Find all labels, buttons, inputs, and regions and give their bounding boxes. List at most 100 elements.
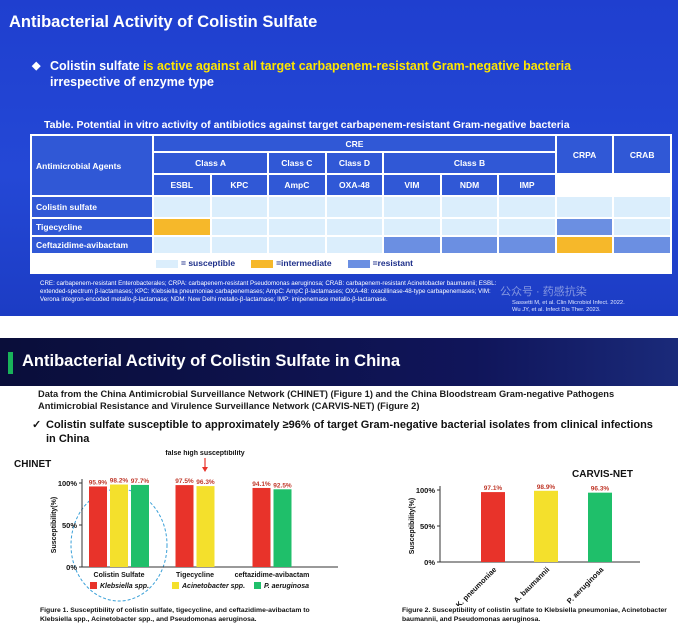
value-label: 96.3% bbox=[591, 486, 610, 493]
legend-swatch bbox=[172, 582, 179, 589]
row-header: Tigecycline bbox=[30, 217, 154, 237]
bar bbox=[252, 487, 271, 567]
bar bbox=[175, 485, 194, 567]
status-cell bbox=[439, 195, 500, 219]
bar bbox=[196, 486, 215, 567]
slide-title: Antibacterial Activity of Colistin Sulfa… bbox=[22, 352, 401, 370]
row-header: Ceftazidime-avibactam bbox=[30, 235, 154, 255]
header-cell: ESBL bbox=[152, 173, 212, 197]
status-cell bbox=[497, 235, 557, 255]
status-cell bbox=[612, 235, 672, 255]
header-cell: NDM bbox=[439, 173, 500, 197]
status-cell bbox=[324, 235, 385, 255]
header-cell: CRPA bbox=[554, 134, 615, 175]
status-cell bbox=[267, 217, 327, 237]
check-point: Colistin sulfate susceptible to approxim… bbox=[32, 418, 656, 446]
y-tick-label: 50% bbox=[420, 522, 435, 531]
bar bbox=[534, 490, 558, 562]
bar bbox=[110, 484, 128, 567]
y-tick-label: 100% bbox=[416, 486, 436, 495]
value-label: 94.1% bbox=[252, 481, 271, 488]
status-cell bbox=[382, 235, 442, 255]
header-cell: KPC bbox=[209, 173, 270, 197]
legend-label: P. aeruginosa bbox=[264, 583, 309, 590]
legend-label: = susceptible bbox=[181, 258, 236, 268]
status-cell bbox=[382, 195, 442, 219]
x-tick-label: K. pneumoniae bbox=[454, 565, 498, 606]
legend-swatch bbox=[90, 582, 97, 589]
value-label: 98.2% bbox=[110, 478, 129, 485]
bar bbox=[131, 484, 149, 567]
legend-swatch bbox=[254, 582, 261, 589]
legend-item: =resistant bbox=[347, 258, 413, 268]
status-cell bbox=[612, 195, 672, 219]
bar bbox=[89, 486, 107, 567]
x-tick-label: Colistin Sulfate bbox=[94, 572, 145, 579]
legend-swatch bbox=[347, 259, 370, 268]
bullet-part: is active against all target carbapenem-… bbox=[143, 59, 572, 73]
header-cell: Class B bbox=[382, 151, 557, 175]
title-stripe bbox=[8, 352, 13, 374]
status-cell bbox=[382, 217, 442, 237]
bullet-part: Colistin sulfate bbox=[50, 59, 140, 73]
status-cell bbox=[324, 217, 385, 237]
status-cell bbox=[267, 235, 327, 255]
status-cell bbox=[497, 195, 557, 219]
reference: Wu JY, et al. Infect Dis Ther. 2023. bbox=[512, 307, 601, 313]
value-label: 97.5% bbox=[175, 478, 194, 485]
legend-label: Acinetobacter spp. bbox=[181, 583, 245, 590]
table-row: Ceftazidime-avibactam bbox=[30, 235, 672, 255]
legend-item: =intermediate bbox=[251, 258, 332, 268]
header-cell: AmpC bbox=[267, 173, 327, 197]
table-row: Colistin sulfate bbox=[30, 195, 672, 219]
table: Antimicrobial Agents CRE CRPA CRAB Class… bbox=[30, 134, 672, 255]
x-tick-label: ceftazidime-avibactam bbox=[235, 572, 310, 579]
status-cell bbox=[209, 235, 270, 255]
status-cell bbox=[267, 195, 327, 219]
y-tick-label: 50% bbox=[62, 521, 77, 530]
bullet-part: irrespective of enzyme type bbox=[50, 75, 214, 89]
status-cell bbox=[497, 217, 557, 237]
header-cell: Class A bbox=[151, 151, 270, 175]
figure-caption: Figure 2. Susceptibility of colistin sul… bbox=[402, 607, 667, 623]
y-axis-label: Susceptibility(%) bbox=[51, 497, 58, 553]
y-tick-label: 100% bbox=[58, 479, 78, 488]
legend-item: = susceptible bbox=[156, 258, 235, 268]
bar bbox=[481, 492, 505, 562]
status-cell bbox=[554, 195, 615, 219]
chart-title: CHINET bbox=[14, 459, 51, 470]
table-caption: Table. Potential in vitro activity of an… bbox=[44, 119, 570, 131]
slide-2: Antibacterial Activity of Colistin Sulfa… bbox=[0, 338, 678, 643]
annotation: false high susceptibility bbox=[165, 450, 244, 457]
figure-caption: Figure 1. Susceptibility of colistin sul… bbox=[40, 607, 310, 623]
row-header: Colistin sulfate bbox=[30, 195, 154, 219]
bar bbox=[588, 492, 612, 562]
y-tick-label: 0% bbox=[424, 558, 435, 567]
status-cell bbox=[152, 217, 212, 237]
watermark: 公众号 · 药感抗染 bbox=[500, 286, 587, 298]
legend-label: =intermediate bbox=[276, 258, 332, 268]
header-cell: Class D bbox=[324, 151, 385, 175]
status-cell bbox=[152, 235, 212, 255]
value-label: 97.1% bbox=[484, 485, 503, 492]
y-axis-label: Susceptibility(%) bbox=[409, 498, 416, 554]
header-cell: CRAB bbox=[612, 134, 672, 175]
x-tick-label: Tigecycline bbox=[176, 572, 214, 579]
status-cell bbox=[209, 195, 270, 219]
status-cell bbox=[324, 195, 385, 219]
intro-text: Data from the China Antimicrobial Survei… bbox=[38, 389, 615, 411]
header-cell: Class C bbox=[267, 151, 327, 175]
status-cell bbox=[209, 217, 270, 237]
bar bbox=[273, 489, 292, 567]
annotation-arrowhead bbox=[202, 467, 208, 472]
value-label: 98.9% bbox=[537, 484, 556, 491]
status-cell bbox=[152, 195, 212, 219]
header-cell: IMP bbox=[497, 173, 557, 197]
status-cell bbox=[554, 217, 615, 237]
header-cell: CRE bbox=[152, 134, 557, 153]
references: Sassetti M, et al. Clin Microbiol Infect… bbox=[512, 300, 625, 314]
legend-swatch bbox=[251, 259, 274, 268]
header-cell: OXA-48 bbox=[324, 173, 385, 197]
